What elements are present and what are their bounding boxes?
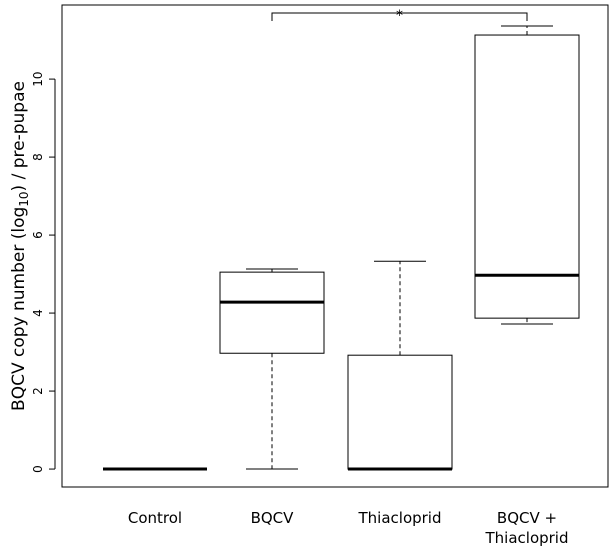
y-tick-label: 8 xyxy=(31,153,45,161)
y-tick-label: 6 xyxy=(31,231,45,239)
x-tick-label: BQCV xyxy=(250,509,294,527)
plot-frame xyxy=(61,4,609,488)
y-tick-label: 0 xyxy=(31,465,45,473)
x-tick-label: Thiacloprid xyxy=(358,509,442,527)
x-tick-label: BQCV + Thiacloprid xyxy=(485,509,569,547)
box xyxy=(219,271,325,354)
significance-bracket xyxy=(271,12,528,21)
y-tick-label: 4 xyxy=(31,309,45,317)
x-tick-label: Control xyxy=(127,509,183,527)
y-tick-label: 2 xyxy=(31,387,45,395)
y-label-part: ) / pre-pupae xyxy=(9,81,29,191)
y-label-sub: 10 xyxy=(17,191,31,206)
y-axis-label: BQCV copy number (log10) / pre-pupae xyxy=(9,81,31,411)
significance-label: * xyxy=(396,8,403,24)
box xyxy=(347,354,453,470)
box xyxy=(474,34,580,319)
y-label-part: BQCV copy number (log xyxy=(9,207,29,411)
y-tick-label: 10 xyxy=(31,71,45,86)
